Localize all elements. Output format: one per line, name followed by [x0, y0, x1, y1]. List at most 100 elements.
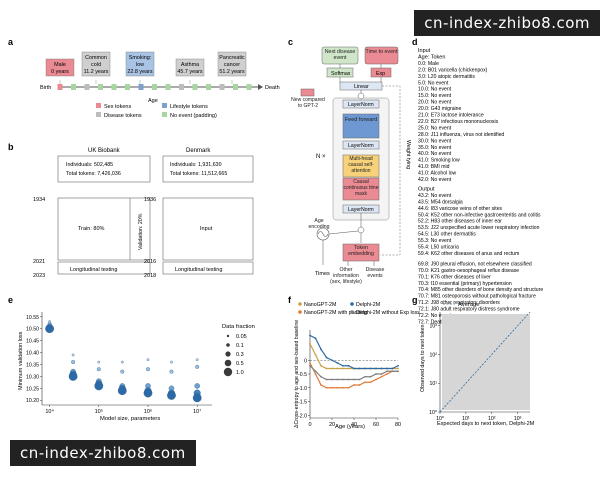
token-row: 70.3: I10 essential (primary) hypertensi… [418, 281, 512, 287]
e-ytick-label: 10.20 [26, 398, 39, 404]
g-ytick-label: 10³ [430, 324, 438, 330]
e-legend-dot [226, 334, 230, 338]
token-row: 2.0: B01 varicella (chickenpox) [418, 67, 488, 73]
event-label: Pancreatic [219, 55, 245, 61]
softmax-label: Softmax [331, 71, 351, 77]
layernorm-mid-box [342, 140, 380, 150]
token-tick [57, 84, 63, 90]
event-label: Male [54, 62, 66, 68]
f-point [353, 378, 355, 381]
token-row: 44.6: I83 varicose veins of other sites [418, 206, 503, 212]
f-point [386, 367, 388, 370]
event-label: Smoking: [129, 55, 151, 61]
token-row: 21.0: E73 lactose intolerance [418, 113, 484, 119]
age-axis-label: Age [148, 98, 158, 104]
token-row: 53.5: J22 unspecified acute lower respir… [418, 225, 540, 231]
f-point [358, 384, 361, 386]
feed-forward-label: Feed forward [344, 117, 378, 123]
f-point [325, 378, 328, 381]
f-series-line [309, 343, 398, 370]
f-point [314, 353, 317, 356]
n-times-label: N × [316, 154, 326, 160]
e-point [120, 369, 125, 374]
e-ytick-label: 10.50 [26, 327, 39, 333]
g-ytick-label: 10⁰ [429, 410, 437, 416]
f-point [331, 359, 333, 362]
legend-label: Sex tokens [104, 104, 131, 110]
dk-tokens: Total tokens: 11,512,665 [170, 171, 227, 177]
add-icon-bottom [357, 226, 365, 234]
watermark-top: cn-index-zhibo8.com [414, 10, 600, 36]
f-point [336, 362, 339, 364]
e-legend-dot [226, 343, 230, 347]
token-row: 72.1: J80 adult respiratory distress syn… [418, 307, 520, 313]
e-xtick-label: 10⁷ [193, 408, 201, 415]
token-tick [111, 84, 117, 90]
f-point [380, 373, 383, 375]
f-point [375, 373, 377, 375]
f-xtick-label: 80 [395, 422, 401, 428]
dk-year-mid: 2016 [144, 259, 156, 265]
uk-individuals: Individuals: 502,485 [66, 162, 113, 168]
e-point [94, 381, 104, 391]
f-point [397, 364, 399, 367]
e-point [195, 364, 200, 369]
f-point [309, 334, 311, 337]
input-header: Input [418, 48, 431, 54]
f-point [391, 370, 394, 373]
f-point [364, 367, 366, 370]
g-xlabel: Expected days to next token, Delphi-2M [437, 421, 535, 427]
column-header: Age: Token [418, 54, 445, 60]
token-row: 41.0: Alcohol low [418, 171, 457, 177]
f-point [320, 348, 322, 351]
token-row: 70.0: K21 gastro-oesophageal reflux dise… [418, 268, 519, 274]
e-point [146, 367, 150, 372]
e-ytick-label: 10.35 [26, 362, 39, 368]
e-legend-label: 0.3 [236, 352, 244, 358]
g-xtick-label: 10³ [514, 416, 522, 422]
token-row: 55.4: L50 urticaria [418, 245, 459, 251]
f-point [353, 384, 355, 386]
event-label: 51.2 years [219, 69, 244, 75]
event-box [125, 51, 155, 77]
event-label: 0 years [51, 69, 69, 75]
uk-train-box [57, 197, 151, 261]
e-point [117, 386, 127, 396]
e-xtick-label: 10⁵ [95, 408, 103, 415]
f-point [342, 386, 344, 389]
f-point [314, 370, 317, 373]
g-ylabel: Observed days to next token [420, 325, 426, 392]
token-tick [206, 84, 211, 90]
panel-f-label: f [288, 295, 292, 305]
token-row: 52.2: H83 other diseases of inner ear [418, 219, 502, 225]
e-ytick-label: 10.30 [26, 374, 39, 380]
token-tick [125, 84, 130, 90]
e-point [120, 360, 124, 364]
e-xlabel: Model size, parameters [100, 416, 160, 422]
token-tick [192, 84, 198, 90]
token-row: 0.0: Male [418, 61, 439, 67]
f-point [386, 373, 388, 375]
layernorm-bottom-label: LayerNorm [348, 207, 374, 213]
dk-input-label: Input [200, 226, 213, 232]
event-label: cancer [224, 62, 240, 68]
token-row: 20.0: No event [418, 100, 452, 106]
f-point [309, 342, 311, 345]
f-point [391, 367, 394, 370]
uk-info-box [57, 155, 151, 183]
token-row: 72.2: No event [418, 313, 452, 319]
token-tick [233, 84, 238, 90]
token-row: 25.0: No event [418, 125, 452, 131]
e-legend-label: 0.5 [236, 361, 244, 367]
token-row: 54.5: L30 other dermatitis [418, 232, 476, 238]
dk-individuals: Individuals: 1,931,630 [170, 162, 222, 168]
birth-label: Birth [40, 85, 51, 91]
new-compared-label: New compared to GPT-2 [291, 97, 325, 109]
e-point [195, 358, 199, 362]
f-legend-label: Delphi-2M without Exp loss [356, 310, 420, 316]
linear-label: Linear [354, 84, 369, 90]
token-tick [219, 84, 225, 90]
uk-longitudinal-label: Longitudinal testing [70, 267, 117, 273]
